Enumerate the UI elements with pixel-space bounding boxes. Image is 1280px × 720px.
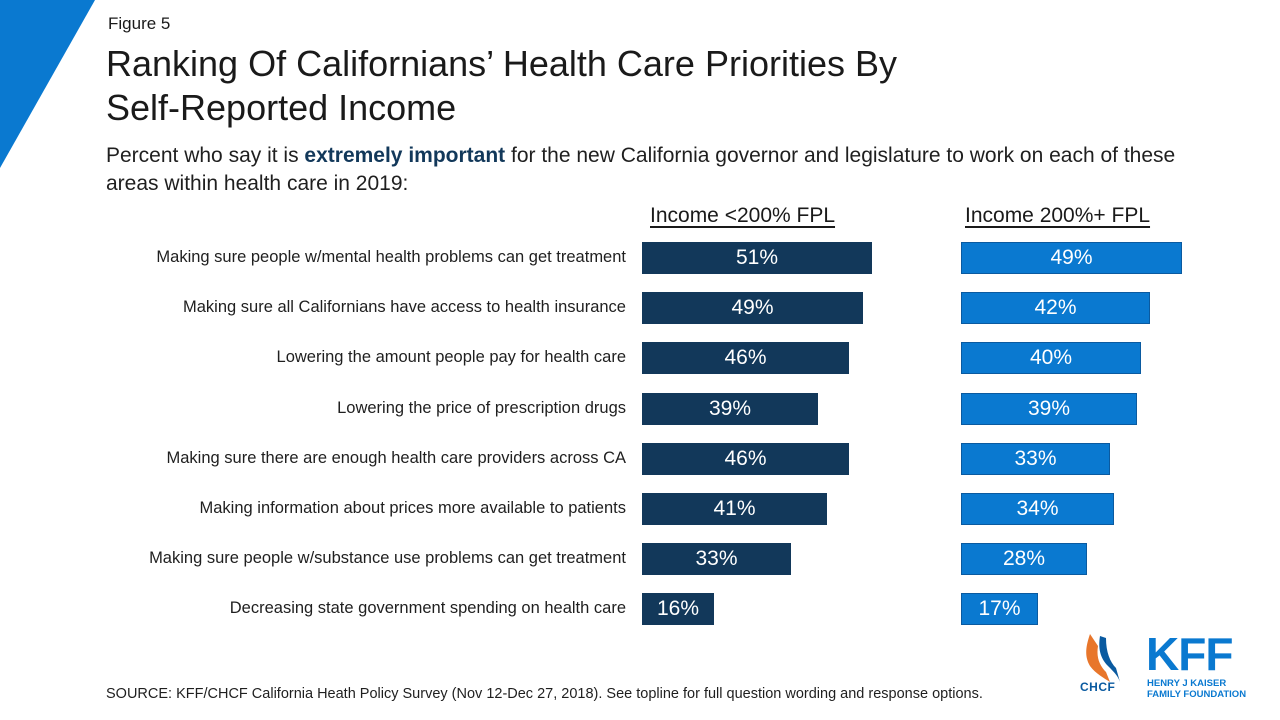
bar-value-label: 16% — [656, 597, 700, 621]
category-label: Making sure people w/substance use probl… — [149, 549, 626, 568]
chart-title-line-2: Self-Reported Income — [106, 87, 457, 128]
series-header-high-income: Income 200%+ FPL — [965, 204, 1151, 227]
bar-series-0: 51% — [642, 242, 872, 274]
bar-value-label: 33% — [695, 547, 738, 571]
bar-series-0: 16% — [642, 593, 714, 626]
corner-decoration — [0, 0, 95, 168]
bar-series-1: 34% — [961, 493, 1114, 525]
chart-title-line-1: Ranking Of Californians’ Health Care Pri… — [106, 43, 897, 84]
bar-value-label: 17% — [978, 597, 1021, 621]
chcf-logo-text: CHCF — [1080, 680, 1116, 694]
category-label: Decreasing state government spending on … — [229, 599, 626, 618]
bar-value-label: 46% — [724, 446, 767, 470]
subtitle-emphasis: extremely important — [304, 144, 506, 167]
bar-series-1: 17% — [961, 593, 1038, 626]
bar-value-label: 46% — [724, 346, 767, 370]
bar-value-label: 28% — [1002, 547, 1046, 571]
bar-value-label: 33% — [1014, 446, 1057, 470]
bar-series-1: 40% — [961, 342, 1141, 375]
kff-logo-subtitle: HENRY J KAISER FAMILY FOUNDATION — [1147, 678, 1246, 700]
category-label: Making sure there are enough health care… — [166, 448, 627, 467]
kff-logo-subtitle-line-1: HENRY J KAISER — [1147, 678, 1227, 689]
series-header-low-income: Income <200% FPL — [650, 204, 836, 227]
bar-series-1: 39% — [961, 392, 1137, 425]
category-label: Lowering the price of prescription drugs — [337, 398, 626, 417]
subtitle-text-start: Percent who say it is — [106, 144, 305, 167]
kff-logo: KFF — [1146, 628, 1233, 680]
source-note: SOURCE: KFF/CHCF California Heath Policy… — [106, 686, 983, 702]
bar-series-0: 39% — [642, 392, 818, 425]
chcf-logo-icon — [1086, 634, 1120, 682]
chart-subtitle: Percent who say it is extremely importan… — [106, 142, 1216, 198]
bar-value-label: 41% — [713, 497, 756, 520]
bar-value-label: 42% — [1034, 296, 1077, 320]
chart-title: Ranking Of Californians’ Health Care Pri… — [106, 42, 1106, 130]
figure-label: Figure 5 — [108, 14, 171, 33]
category-label: Making sure people w/mental health probl… — [156, 248, 626, 266]
category-label: Making sure all Californians have access… — [183, 298, 626, 317]
bar-value-label: 39% — [708, 396, 752, 420]
bar-value-label: 39% — [1027, 396, 1071, 420]
bar-series-0: 46% — [642, 442, 849, 475]
kff-logo-subtitle-line-2: FAMILY FOUNDATION — [1147, 689, 1247, 700]
bar-value-label: 34% — [1016, 497, 1059, 520]
bar-series-0: 41% — [642, 493, 827, 525]
bar-series-1: 49% — [961, 242, 1182, 274]
category-label: Lowering the amount people pay for healt… — [276, 348, 626, 367]
bar-series-1: 42% — [961, 292, 1150, 325]
category-label: Making information about prices more ava… — [199, 499, 626, 517]
bar-value-label: 49% — [1050, 246, 1093, 269]
bar-value-label: 51% — [735, 246, 779, 269]
bar-series-1: 33% — [961, 442, 1110, 475]
bar-value-label: 49% — [731, 296, 774, 320]
bar-series-0: 46% — [642, 342, 849, 375]
bar-value-label: 40% — [1029, 346, 1073, 370]
subtitle-text-end: for the new California governor and legi… — [106, 144, 1176, 195]
bar-series-0: 49% — [642, 292, 863, 325]
bar-series-1: 28% — [961, 543, 1087, 576]
bar-series-0: 33% — [642, 543, 791, 576]
